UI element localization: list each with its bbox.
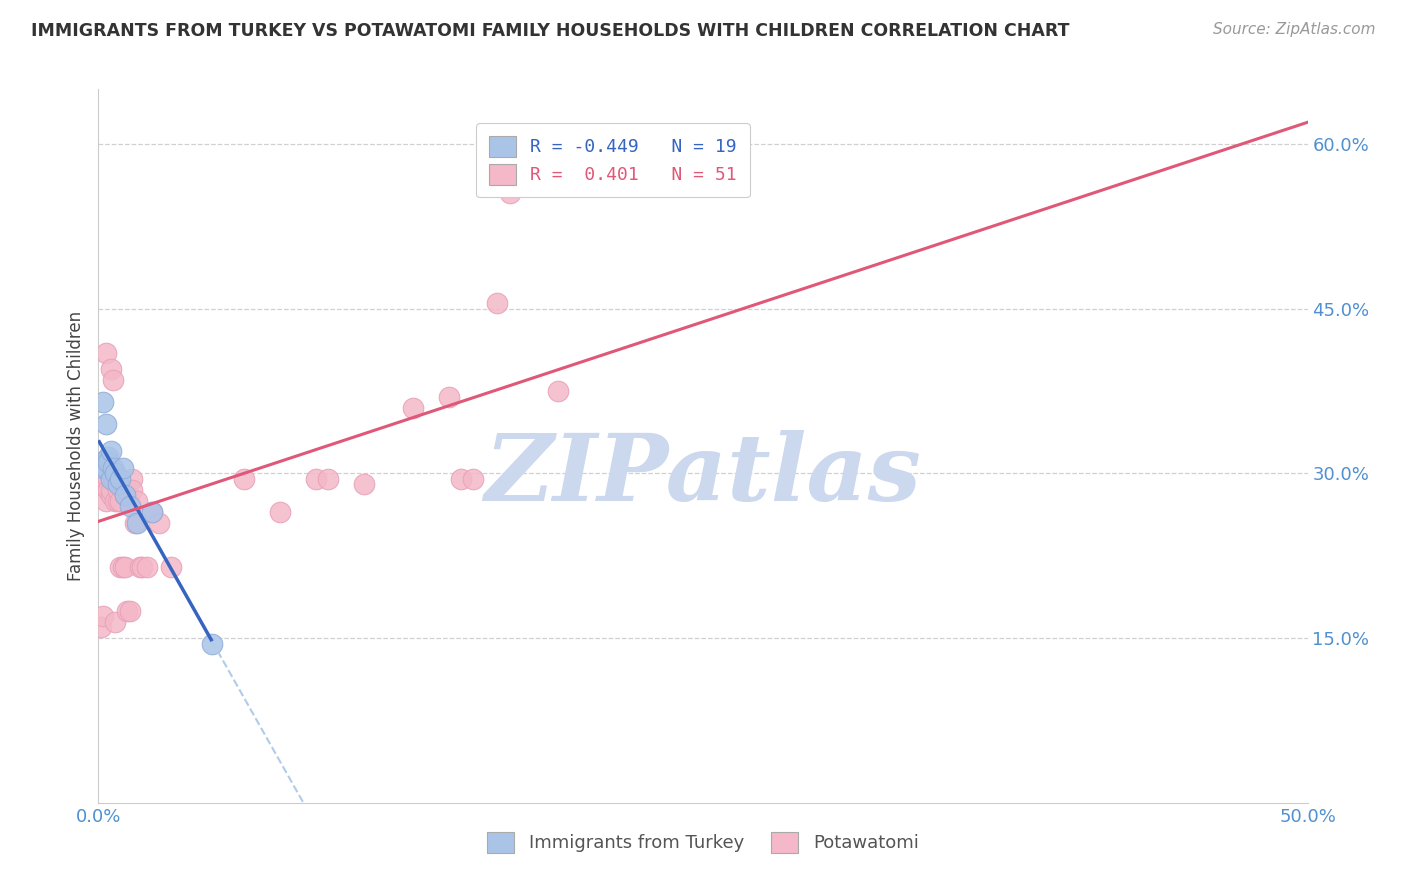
Point <box>141 505 163 519</box>
Point <box>131 559 153 574</box>
Point <box>316 472 339 486</box>
Point <box>100 362 122 376</box>
Point <box>128 559 150 574</box>
Point <box>118 500 141 514</box>
Point <box>94 461 117 475</box>
Point <box>100 444 122 458</box>
Point <box>97 455 120 469</box>
Point <box>97 450 120 464</box>
Point <box>90 477 112 491</box>
Point <box>117 483 139 497</box>
Point <box>94 472 117 486</box>
Point <box>135 559 157 574</box>
Point <box>100 472 122 486</box>
Point <box>114 559 136 574</box>
Text: ZIPatlas: ZIPatlas <box>485 430 921 519</box>
Point <box>111 559 134 574</box>
Text: Source: ZipAtlas.com: Source: ZipAtlas.com <box>1212 22 1375 37</box>
Point <box>160 559 183 574</box>
Point <box>108 472 131 486</box>
Point <box>94 494 117 508</box>
Point <box>104 494 127 508</box>
Point <box>232 472 254 486</box>
Legend: Immigrants from Turkey, Potawatomi: Immigrants from Turkey, Potawatomi <box>478 822 928 862</box>
Point <box>201 637 224 651</box>
Point <box>108 559 131 574</box>
Point <box>121 483 143 497</box>
Point <box>127 516 149 530</box>
Point <box>107 477 129 491</box>
Point <box>118 604 141 618</box>
Point <box>498 186 520 201</box>
Point <box>111 483 134 497</box>
Point <box>114 488 136 502</box>
Point <box>91 395 114 409</box>
Point <box>114 488 136 502</box>
Point <box>101 472 124 486</box>
Point <box>100 483 122 497</box>
Point <box>127 494 149 508</box>
Point <box>402 401 425 415</box>
Point <box>305 472 328 486</box>
Point <box>91 467 114 481</box>
Point <box>104 472 127 486</box>
Point <box>121 472 143 486</box>
Point <box>91 461 114 475</box>
Point <box>107 483 129 497</box>
Point <box>108 494 131 508</box>
Point <box>486 296 509 310</box>
Point <box>97 483 120 497</box>
Point <box>94 417 117 431</box>
Point <box>107 494 129 508</box>
Point <box>111 461 134 475</box>
Point <box>547 384 569 398</box>
Point <box>148 516 170 530</box>
Point <box>91 609 114 624</box>
Text: IMMIGRANTS FROM TURKEY VS POTAWATOMI FAMILY HOUSEHOLDS WITH CHILDREN CORRELATION: IMMIGRANTS FROM TURKEY VS POTAWATOMI FAM… <box>31 22 1070 40</box>
Point <box>100 472 122 486</box>
Point <box>101 461 124 475</box>
Point <box>104 467 127 481</box>
Point <box>353 477 375 491</box>
Point <box>94 345 117 359</box>
Point <box>463 472 485 486</box>
Point <box>101 373 124 387</box>
Point <box>450 472 472 486</box>
Point <box>90 620 112 634</box>
Point <box>104 615 127 629</box>
Point <box>269 505 291 519</box>
Point <box>100 488 122 502</box>
Point <box>90 455 112 469</box>
Point <box>97 472 120 486</box>
Point <box>141 505 163 519</box>
Point <box>437 390 460 404</box>
Point <box>117 604 139 618</box>
Y-axis label: Family Households with Children: Family Households with Children <box>66 311 84 581</box>
Point <box>124 516 146 530</box>
